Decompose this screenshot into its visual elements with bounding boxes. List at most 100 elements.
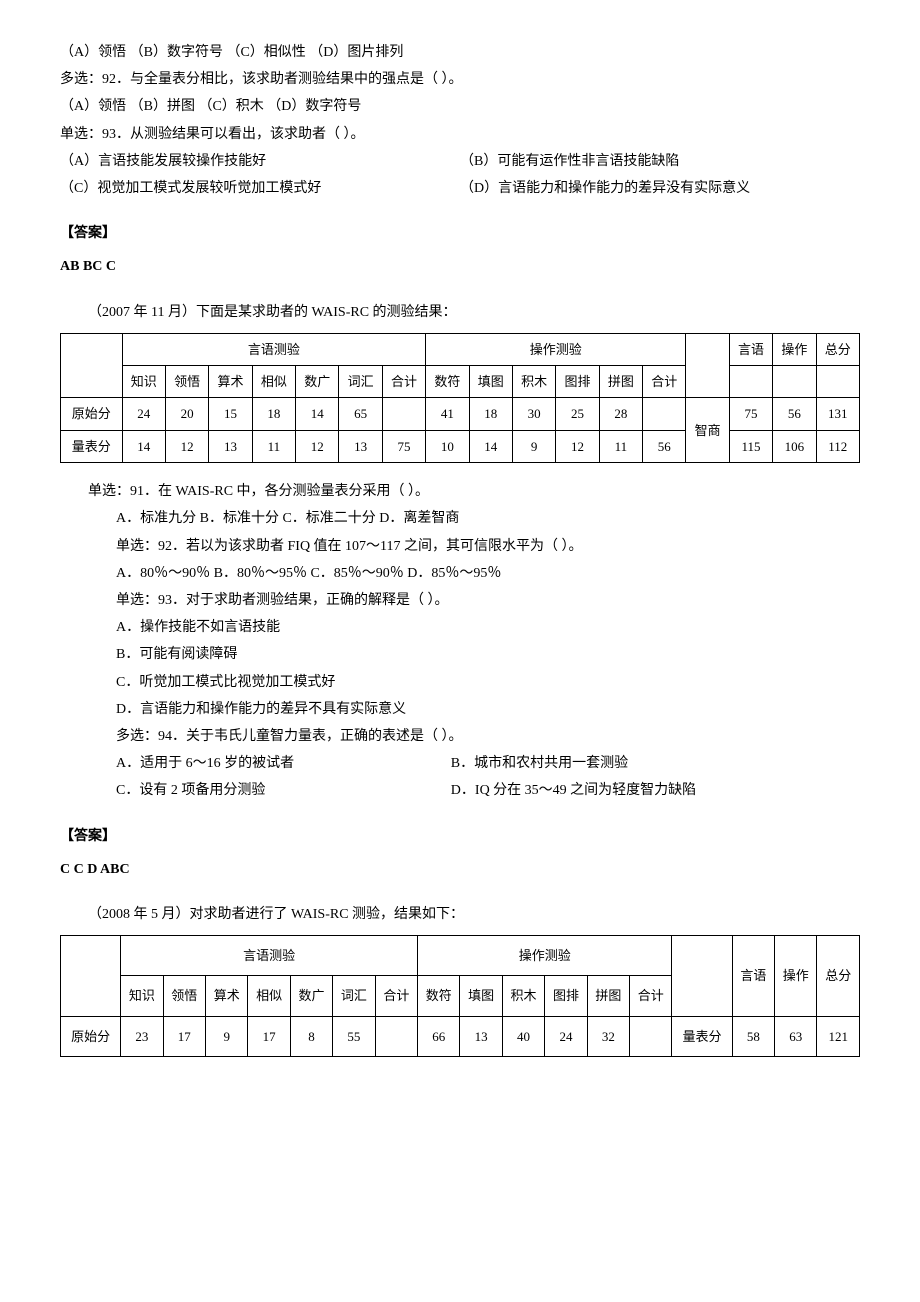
b2-q94-d: D．IQ 分在 35～49 之间为轻度智力缺陷 — [451, 778, 696, 803]
b3-cp5: 合计 — [630, 976, 672, 1016]
sv3: 11 — [252, 430, 295, 462]
answer-2: C C D ABC — [60, 857, 860, 882]
ss1: 106 — [773, 430, 816, 462]
sv1: 12 — [165, 430, 208, 462]
col-v1: 领悟 — [165, 366, 208, 398]
b3-rs1: 63 — [775, 1016, 817, 1056]
iq-label: 智商 — [686, 398, 729, 463]
wais-table-2007: 言语测验 操作测验 言语 操作 总分 知识 领悟 算术 相似 数广 词汇 合计 … — [60, 333, 860, 464]
q93-opt-a: （A）言语技能发展较操作技能好 — [60, 149, 460, 174]
col-v0: 知识 — [122, 366, 165, 398]
col-v5: 词汇 — [339, 366, 382, 398]
rp0: 41 — [426, 398, 469, 430]
b3-rv3: 17 — [248, 1016, 290, 1056]
b3-h-perf: 操作测验 — [418, 936, 672, 976]
rv5: 65 — [339, 398, 382, 430]
b2-q93-a: A．操作技能不如言语技能 — [60, 615, 860, 640]
row-raw-label: 原始分 — [61, 398, 123, 430]
rp5 — [643, 398, 686, 430]
col-p4: 拼图 — [599, 366, 642, 398]
col-p0: 数符 — [426, 366, 469, 398]
b3-rv4: 8 — [290, 1016, 332, 1056]
sv2: 13 — [209, 430, 252, 462]
sv0: 14 — [122, 430, 165, 462]
b2-q94-a: A．适用于 6～16 岁的被试者 — [116, 751, 451, 776]
col-p2: 积木 — [512, 366, 555, 398]
sp3: 12 — [556, 430, 599, 462]
rv3: 18 — [252, 398, 295, 430]
wais-table-2008: 言语测验 操作测验 言语 操作 总分 知识 领悟 算术 相似 数广 词汇 合计 … — [60, 935, 860, 1057]
col-v4: 数广 — [296, 366, 339, 398]
q92-options: （A）领悟 （B）拼图 （C）积木 （D）数字符号 — [60, 94, 860, 119]
b3-iq-label: 量表分 — [672, 1016, 732, 1056]
b3-rp4: 32 — [587, 1016, 629, 1056]
answer-label-1: 【答案】 — [60, 221, 860, 246]
b2-q94-stem: 多选：94．关于韦氏儿童智力量表，正确的表述是（ ）。 — [60, 724, 860, 749]
col-p1: 填图 — [469, 366, 512, 398]
b3-cv5: 词汇 — [333, 976, 375, 1016]
rp2: 30 — [512, 398, 555, 430]
b3-rv1: 17 — [163, 1016, 205, 1056]
b2-q93-c: C．听觉加工模式比视觉加工模式好 — [60, 670, 860, 695]
b2-q94-c: C．设有 2 项备用分测验 — [116, 778, 451, 803]
col-v2: 算术 — [209, 366, 252, 398]
sp0: 10 — [426, 430, 469, 462]
row-scale-label: 量表分 — [61, 430, 123, 462]
b3-rp0: 66 — [418, 1016, 460, 1056]
q93-opt-c: （C）视觉加工模式发展较听觉加工模式好 — [60, 176, 460, 201]
q92-stem: 多选：92．与全量表分相比，该求助者测验结果中的强点是（ ）。 — [60, 67, 860, 92]
b3-h-yanyu: 言语 — [732, 936, 774, 1017]
b2-q93-stem: 单选：93．对于求助者测验结果，正确的解释是（ ）。 — [60, 588, 860, 613]
b3-cp3: 图排 — [545, 976, 587, 1016]
h-zongfen: 总分 — [816, 333, 859, 365]
block2-intro: （2007 年 11 月）下面是某求助者的 WAIS-RC 的测验结果： — [60, 300, 860, 325]
b3-row-raw-label: 原始分 — [61, 1016, 121, 1056]
rs0: 75 — [729, 398, 772, 430]
h-perf: 操作测验 — [426, 333, 686, 365]
sv6: 75 — [382, 430, 425, 462]
h-caozuo: 操作 — [773, 333, 816, 365]
q93-stem: 单选：93．从测验结果可以看出，该求助者（ ）。 — [60, 122, 860, 147]
b2-q92-stem: 单选：92．若以为该求助者 FIQ 值在 107～117 之间，其可信限水平为（… — [60, 534, 860, 559]
rp4: 28 — [599, 398, 642, 430]
col-v6: 合计 — [382, 366, 425, 398]
b3-cp1: 填图 — [460, 976, 502, 1016]
b2-q92-options: A．80％～90％ B．80％～95％ C．85％～90％ D．85％～95％ — [60, 561, 860, 586]
b3-rv2: 9 — [206, 1016, 248, 1056]
sp1: 14 — [469, 430, 512, 462]
ss0: 115 — [729, 430, 772, 462]
b3-cv4: 数广 — [290, 976, 332, 1016]
sv5: 13 — [339, 430, 382, 462]
rv1: 20 — [165, 398, 208, 430]
b2-q94-row1: A．适用于 6～16 岁的被试者 B．城市和农村共用一套测验 — [60, 751, 860, 776]
rp3: 25 — [556, 398, 599, 430]
b2-q91-options: A．标准九分 B．标准十分 C．标准二十分 D．离差智商 — [60, 506, 860, 531]
b2-q93-d: D．言语能力和操作能力的差异不具有实际意义 — [60, 697, 860, 722]
col-v3: 相似 — [252, 366, 295, 398]
h-verbal: 言语测验 — [122, 333, 426, 365]
answer-label-2: 【答案】 — [60, 824, 860, 849]
rv2: 15 — [209, 398, 252, 430]
b3-h-zongfen: 总分 — [817, 936, 860, 1017]
b3-cv1: 领悟 — [163, 976, 205, 1016]
block3-intro: （2008 年 5 月）对求助者进行了 WAIS-RC 测验，结果如下： — [60, 902, 860, 927]
answer-1: AB BC C — [60, 254, 860, 279]
b3-h-caozuo: 操作 — [775, 936, 817, 1017]
b3-cp0: 数符 — [418, 976, 460, 1016]
b3-cp4: 拼图 — [587, 976, 629, 1016]
b3-rp2: 40 — [502, 1016, 544, 1056]
q93-opt-d: （D）言语能力和操作能力的差异没有实际意义 — [460, 176, 750, 201]
rv0: 24 — [122, 398, 165, 430]
b3-rv0: 23 — [121, 1016, 163, 1056]
ss2: 112 — [816, 430, 859, 462]
b3-rp3: 24 — [545, 1016, 587, 1056]
b2-q94-b: B．城市和农村共用一套测验 — [451, 751, 628, 776]
q93-opt-b: （B）可能有运作性非言语技能缺陷 — [460, 149, 679, 174]
b3-rp1: 13 — [460, 1016, 502, 1056]
b3-cv6: 合计 — [375, 976, 417, 1016]
h-yanyu: 言语 — [729, 333, 772, 365]
col-p3: 图排 — [556, 366, 599, 398]
col-p5: 合计 — [643, 366, 686, 398]
b3-cp2: 积木 — [502, 976, 544, 1016]
rv4: 14 — [296, 398, 339, 430]
